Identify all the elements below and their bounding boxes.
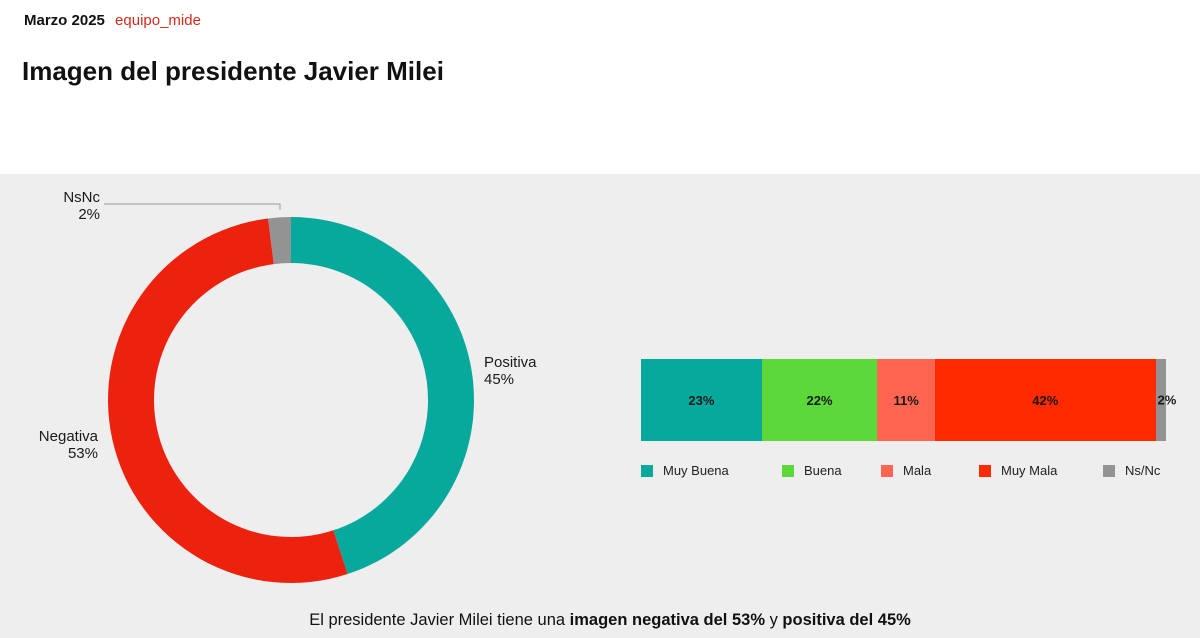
legend-item-buena: Buena bbox=[782, 463, 881, 478]
header-meta: Marzo 2025 equipo_mide bbox=[24, 12, 201, 29]
negativa-label-value: 53% bbox=[67, 445, 98, 462]
segment-muy-mala: 42% bbox=[935, 359, 1156, 441]
legend-swatch bbox=[881, 464, 893, 477]
segment-muy-buena: 23% bbox=[641, 359, 762, 441]
positiva-label-value: 45% bbox=[484, 371, 515, 388]
survey-date: Marzo 2025 bbox=[24, 12, 105, 29]
positiva-label: Positiva 45% bbox=[484, 354, 537, 388]
donut-segment-nsnc bbox=[268, 217, 291, 265]
stacked-bar: 23% 22% 11% 42% 2% bbox=[641, 359, 1176, 441]
legend-item-ns-nc: Ns/Nc bbox=[1103, 463, 1160, 478]
nsnc-label-name: NsNc bbox=[63, 189, 100, 206]
legend-swatch bbox=[1103, 464, 1115, 477]
summary-caption: El presidente Javier Milei tiene una ima… bbox=[309, 611, 911, 629]
negativa-label-name: Negativa bbox=[38, 428, 98, 445]
legend-swatch bbox=[641, 464, 653, 477]
donut-segments bbox=[108, 217, 474, 583]
nsnc-label: NsNc 2% bbox=[40, 189, 100, 223]
donut-segment-positiva bbox=[291, 217, 474, 575]
stacked-bar-legend: Muy Buena Buena Mala Muy Mala Ns/Nc bbox=[641, 463, 1160, 478]
segment-mala: 11% bbox=[877, 359, 935, 441]
donut-segment-negativa bbox=[108, 218, 348, 583]
legend-swatch bbox=[979, 464, 991, 477]
nsnc-label-value: 2% bbox=[78, 206, 100, 223]
legend-item-mala: Mala bbox=[881, 463, 979, 478]
nsnc-leader-line bbox=[104, 203, 281, 210]
segment-buena: 22% bbox=[761, 359, 878, 441]
page-title: Imagen del presidente Javier Milei bbox=[22, 56, 444, 86]
brand-name: equipo_mide bbox=[115, 12, 201, 29]
donut-chart bbox=[104, 203, 474, 583]
positiva-label-name: Positiva bbox=[484, 354, 537, 371]
legend-item-muy-mala: Muy Mala bbox=[979, 463, 1103, 478]
chart-panel: NsNc 2% Positiva 45% Negativa 53% 23% 22… bbox=[0, 174, 1200, 638]
segment-ns-nc: 2% bbox=[1155, 359, 1176, 441]
legend-item-muy-buena: Muy Buena bbox=[641, 463, 782, 478]
negativa-label: Negativa 53% bbox=[20, 428, 98, 462]
legend-swatch bbox=[782, 464, 794, 477]
